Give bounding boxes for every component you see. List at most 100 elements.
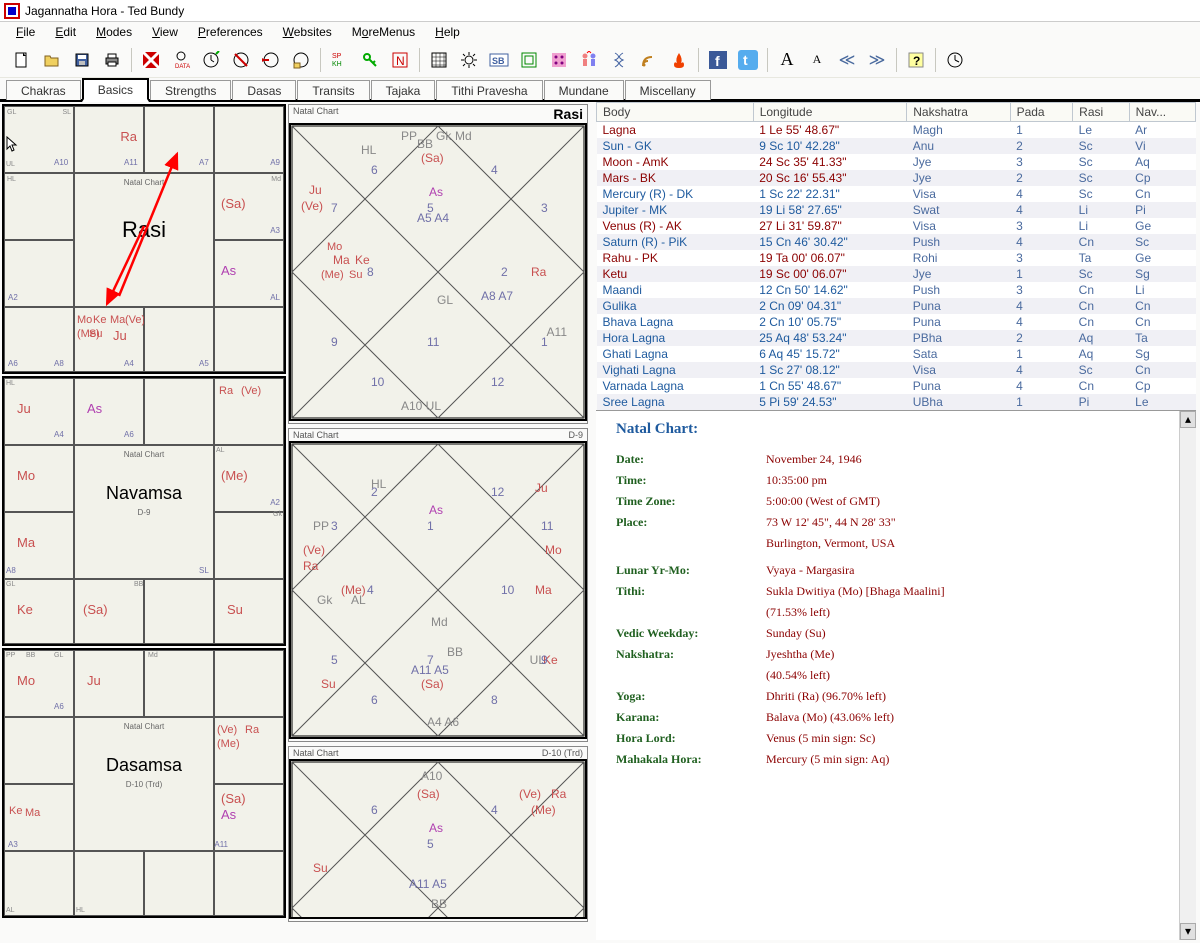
- menu-websites[interactable]: Websites: [275, 24, 340, 40]
- info-row: Karana:Balava (Mo) (43.06% left): [616, 710, 1176, 725]
- south-chart-dasamsa[interactable]: Mo Ju (Ve)Ra(Me) KeMa (Sa)As Natal Chart…: [2, 648, 286, 918]
- menu-edit[interactable]: Edit: [47, 24, 84, 40]
- info-row: Hora Lord:Venus (5 min sign: Sc): [616, 731, 1176, 746]
- dna-icon[interactable]: [605, 46, 633, 74]
- sun-icon[interactable]: [455, 46, 483, 74]
- south-chart-rasi[interactable]: GLSL Ra HL (Sa)Md As Mo Ke Ma (Ve) (Me): [2, 104, 286, 374]
- twitter-icon[interactable]: t: [734, 46, 762, 74]
- svg-text:DATA: DATA: [175, 64, 190, 70]
- col-header[interactable]: Pada: [1010, 103, 1073, 122]
- north-chart-d9[interactable]: Natal ChartD-9 As Ju Mo Ma Ke (Sa) Su (V…: [288, 428, 588, 742]
- next-icon[interactable]: ≫: [863, 46, 891, 74]
- save-icon[interactable]: [68, 46, 96, 74]
- tab-tajaka[interactable]: Tajaka: [371, 80, 436, 100]
- north-chart-rasi[interactable]: Natal ChartRasi (Sa) As Ju (Ve) Ma Ke (M…: [288, 104, 588, 424]
- col-header[interactable]: Nakshatra: [907, 103, 1010, 122]
- scroll-down-icon[interactable]: ▾: [1180, 923, 1196, 940]
- table-row[interactable]: Rahu - PK19 Ta 00' 06.07"Rohi3TaGe: [597, 250, 1196, 266]
- table-row[interactable]: Gulika2 Cn 09' 04.31"Puna4CnCn: [597, 298, 1196, 314]
- info-row: Mahakala Hora:Mercury (5 min sign: Aq): [616, 752, 1176, 767]
- natal-info-panel[interactable]: Natal Chart: Date:November 24, 1946Time:…: [596, 410, 1196, 940]
- planet-table[interactable]: BodyLongitudeNakshatraPadaRasiNav... Lag…: [596, 102, 1196, 410]
- spkh-icon[interactable]: SPKH: [326, 46, 354, 74]
- table-row[interactable]: Venus (R) - AK27 Li 31' 59.87"Visa3LiGe: [597, 218, 1196, 234]
- tabbar: Chakras Basics Strengths Dasas Transits …: [0, 78, 1200, 102]
- tab-basics[interactable]: Basics: [82, 78, 149, 102]
- table-row[interactable]: Saturn (R) - PiK15 Cn 46' 30.42"Push4CnS…: [597, 234, 1196, 250]
- info-row: (71.53% left): [616, 605, 1176, 620]
- help-icon[interactable]: ?: [902, 46, 930, 74]
- menu-modes[interactable]: Modes: [88, 24, 140, 40]
- menu-help[interactable]: Help: [427, 24, 468, 40]
- target-icon[interactable]: [515, 46, 543, 74]
- open-icon[interactable]: [38, 46, 66, 74]
- tab-strengths[interactable]: Strengths: [150, 80, 231, 100]
- table-row[interactable]: Sun - GK9 Sc 10' 42.28"Anu2ScVi: [597, 138, 1196, 154]
- info-row: Date:November 24, 1946: [616, 452, 1176, 467]
- clock-now-icon[interactable]: [941, 46, 969, 74]
- clock1-icon[interactable]: [197, 46, 225, 74]
- facebook-icon[interactable]: f: [704, 46, 732, 74]
- table-row[interactable]: Vighati Lagna1 Sc 27' 08.12"Visa4ScCn: [597, 362, 1196, 378]
- clock3-icon[interactable]: [257, 46, 285, 74]
- table-row[interactable]: Lagna1 Le 55' 48.67"Magh1LeAr: [597, 122, 1196, 139]
- scroll-up-icon[interactable]: ▴: [1180, 411, 1196, 428]
- flag-icon[interactable]: [137, 46, 165, 74]
- scrollbar[interactable]: ▴ ▾: [1179, 411, 1196, 940]
- cursor-icon: [6, 136, 20, 154]
- menu-moremenus[interactable]: MoreMenus: [344, 24, 423, 40]
- svg-text:f: f: [715, 53, 720, 69]
- col-header[interactable]: Body: [597, 103, 754, 122]
- table-row[interactable]: Varnada Lagna1 Cn 55' 48.67"Puna4CnCp: [597, 378, 1196, 394]
- menu-preferences[interactable]: Preferences: [190, 24, 271, 40]
- left-panel: GLSL Ra HL (Sa)Md As Mo Ke Ma (Ve) (Me): [0, 102, 596, 940]
- clock2-icon[interactable]: [227, 46, 255, 74]
- prev-icon[interactable]: ≪: [833, 46, 861, 74]
- grid-icon[interactable]: [425, 46, 453, 74]
- clock4-icon[interactable]: [287, 46, 315, 74]
- titlebar: Jagannatha Hora - Ted Bundy: [0, 0, 1200, 22]
- table-row[interactable]: Bhava Lagna2 Cn 10' 05.75"Puna4CnCn: [597, 314, 1196, 330]
- table-row[interactable]: Hora Lagna25 Aq 48' 53.24"PBha2AqTa: [597, 330, 1196, 346]
- tab-transits[interactable]: Transits: [297, 80, 369, 100]
- table-row[interactable]: Ghati Lagna6 Aq 45' 15.72"Sata1AqSg: [597, 346, 1196, 362]
- table-row[interactable]: Ketu19 Sc 00' 06.07"Jye1ScSg: [597, 266, 1196, 282]
- table-row[interactable]: Sree Lagna5 Pi 59' 24.53"UBha1PiLe: [597, 394, 1196, 410]
- sb-icon[interactable]: SB: [485, 46, 513, 74]
- col-header[interactable]: Nav...: [1129, 103, 1195, 122]
- n-icon[interactable]: N: [386, 46, 414, 74]
- tab-tithi[interactable]: Tithi Pravesha: [436, 80, 542, 100]
- app-icon: [4, 3, 20, 19]
- font-small-icon[interactable]: A: [803, 46, 831, 74]
- menu-file[interactable]: File: [8, 24, 43, 40]
- svg-text:SP: SP: [332, 53, 342, 60]
- broadcast-icon[interactable]: [635, 46, 663, 74]
- tab-chakras[interactable]: Chakras: [6, 80, 81, 100]
- key-icon[interactable]: [356, 46, 384, 74]
- toolbar: DATA SPKH N SB f t A A ≪ ≫ ?: [0, 42, 1200, 78]
- tab-dasas[interactable]: Dasas: [232, 80, 296, 100]
- north-chart-d10[interactable]: Natal ChartD-10 (Trd) (Sa) As (Ve)Ra (Me…: [288, 746, 588, 922]
- table-row[interactable]: Mars - BK20 Sc 16' 55.43"Jye2ScCp: [597, 170, 1196, 186]
- table-row[interactable]: Maandi12 Cn 50' 14.62"Push3CnLi: [597, 282, 1196, 298]
- south-chart-navamsa[interactable]: Ju As Ra(Ve) Mo (Me) Ma Ke (Sa) Su Natal…: [2, 376, 286, 646]
- menu-view[interactable]: View: [144, 24, 186, 40]
- info-row: Vedic Weekday:Sunday (Su): [616, 626, 1176, 641]
- info-row: Time:10:35:00 pm: [616, 473, 1176, 488]
- print-icon[interactable]: [98, 46, 126, 74]
- tab-mundane[interactable]: Mundane: [544, 80, 624, 100]
- font-large-icon[interactable]: A: [773, 46, 801, 74]
- pattern-icon[interactable]: [545, 46, 573, 74]
- col-header[interactable]: Longitude: [753, 103, 907, 122]
- window-title: Jagannatha Hora - Ted Bundy: [25, 4, 184, 18]
- data-icon[interactable]: DATA: [167, 46, 195, 74]
- new-icon[interactable]: [8, 46, 36, 74]
- table-row[interactable]: Jupiter - MK19 Li 58' 27.65"Swat4LiPi: [597, 202, 1196, 218]
- people-icon[interactable]: [575, 46, 603, 74]
- table-row[interactable]: Moon - AmK24 Sc 35' 41.33"Jye3ScAq: [597, 154, 1196, 170]
- col-header[interactable]: Rasi: [1073, 103, 1129, 122]
- chart-sublabel: Natal Chart: [75, 178, 213, 187]
- table-row[interactable]: Mercury (R) - DK1 Sc 22' 22.31"Visa4ScCn: [597, 186, 1196, 202]
- fire-icon[interactable]: [665, 46, 693, 74]
- tab-misc[interactable]: Miscellany: [625, 80, 711, 100]
